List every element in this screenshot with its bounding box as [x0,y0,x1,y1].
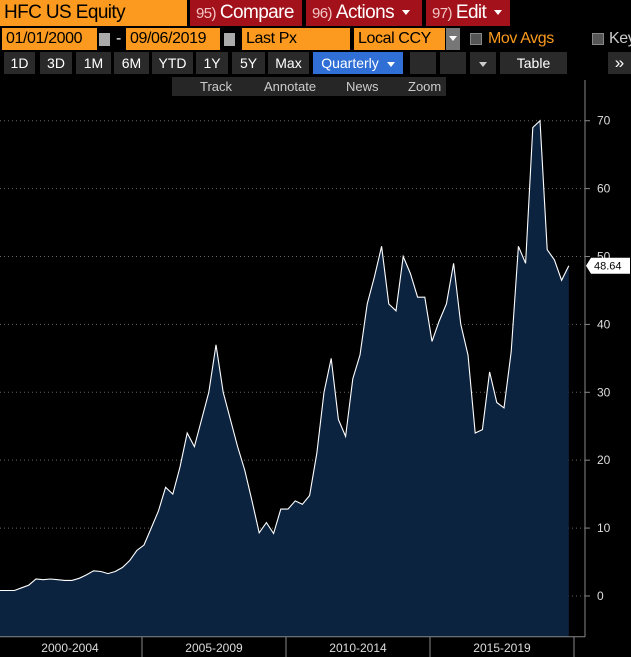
tab[interactable]: 96) Actions [306,0,422,26]
x-group-label: 2015-2019 [473,641,531,655]
arrow [494,10,503,16]
calendar-icon[interactable] [224,33,235,46]
y-tick-label: 70 [597,114,611,128]
tool[interactable]: Zoom [408,79,442,94]
ticker[interactable]: HFC US Equity [0,0,187,26]
tool[interactable]: News [346,79,379,94]
tab-num: 97) [432,5,452,22]
period-button[interactable]: 1M [76,52,111,74]
tool[interactable]: Annotate [264,79,317,94]
key[interactable]: Key [609,30,631,47]
end-date[interactable]: 09/06/2019 [126,28,220,50]
y-tick-label: 20 [597,453,611,467]
tab-label: Compare [219,2,295,23]
mov-avgs[interactable]: Mov Avgs [488,30,554,47]
x-group-label: 2005-2009 [185,641,243,655]
y-tick-label: 0 [597,589,604,603]
x-group-label: 2010-2014 [329,641,387,655]
line [0,119,570,592]
price-field[interactable]: Last Px [242,28,350,50]
date-separator: - [116,30,121,47]
period-button[interactable]: 3D [40,52,72,74]
period-button[interactable]: YTD [152,52,193,74]
area [0,120,569,637]
tab[interactable]: 97) Edit [426,0,510,26]
frequency-label: Quarterly [321,55,379,71]
table-button[interactable]: Table [500,52,567,74]
period-button[interactable]: 1D [4,52,35,74]
y-tick-label: 40 [597,317,611,331]
tab-num: 95) [196,5,216,22]
arrow [386,61,395,67]
dropdown[interactable] [470,52,496,74]
tool-bar [172,77,446,96]
y-tick-label: 10 [597,521,611,535]
tab-label: Edit [455,2,487,23]
tool[interactable]: Track [200,79,233,94]
tab-label: Actions [335,2,395,23]
more-button[interactable]: » [608,52,631,74]
x-group-label: 2000-2004 [41,641,99,655]
arrow [479,61,487,67]
tab-num: 96) [312,5,332,22]
arrow [402,10,410,16]
period-button[interactable]: 5Y [232,52,265,74]
line-icon[interactable] [410,52,436,74]
y-tick-label: 60 [597,182,611,196]
tab[interactable]: 95) Compare [190,0,302,26]
checkbox[interactable] [592,33,604,45]
calendar-icon[interactable] [99,33,110,46]
last-value-label: 48.64 [594,261,622,273]
currency[interactable]: Local CCY [354,28,445,50]
period-button[interactable]: 6M [114,52,149,74]
y-tick-label: 30 [597,385,611,399]
period-button[interactable]: 1Y [196,52,228,74]
frequency[interactable]: Quarterly [313,52,403,74]
bar-icon[interactable] [440,52,466,74]
last-value-box [586,257,630,274]
period-button[interactable]: Max [268,52,309,74]
arrow [449,36,457,42]
start-date[interactable]: 01/01/2000 [2,28,97,50]
checkbox[interactable] [470,33,482,45]
dropdown[interactable] [446,28,460,50]
